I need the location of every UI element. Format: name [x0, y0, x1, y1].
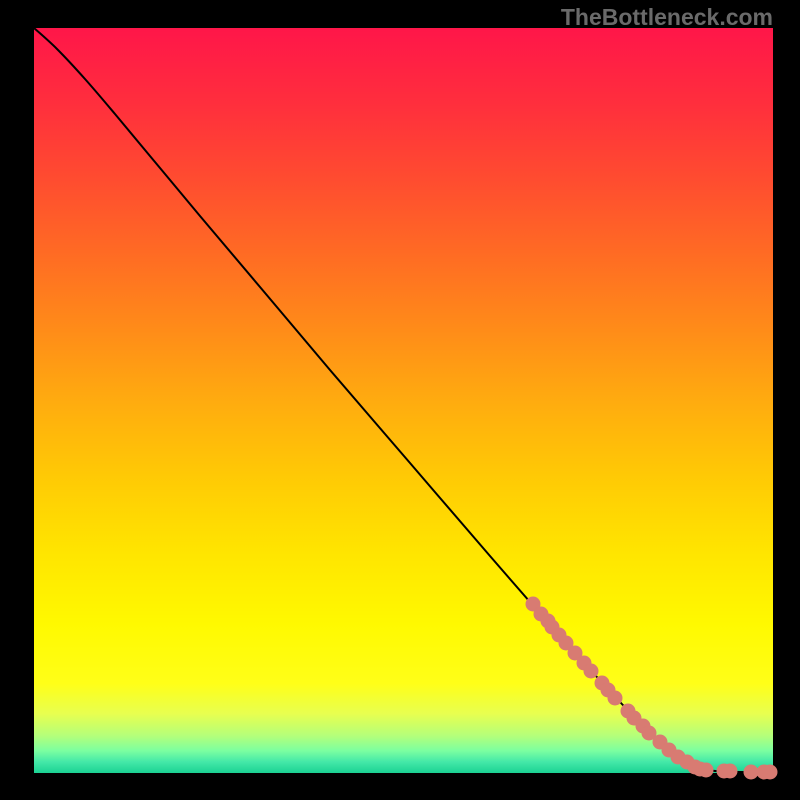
chart-overlay [0, 0, 800, 800]
curve-line [34, 28, 773, 772]
marker-group [526, 597, 778, 780]
marker-point [608, 691, 623, 706]
marker-point [699, 763, 714, 778]
marker-point [744, 765, 759, 780]
marker-point [723, 764, 738, 779]
marker-point [763, 765, 778, 780]
watermark-text: TheBottleneck.com [561, 4, 773, 31]
marker-point [584, 664, 599, 679]
